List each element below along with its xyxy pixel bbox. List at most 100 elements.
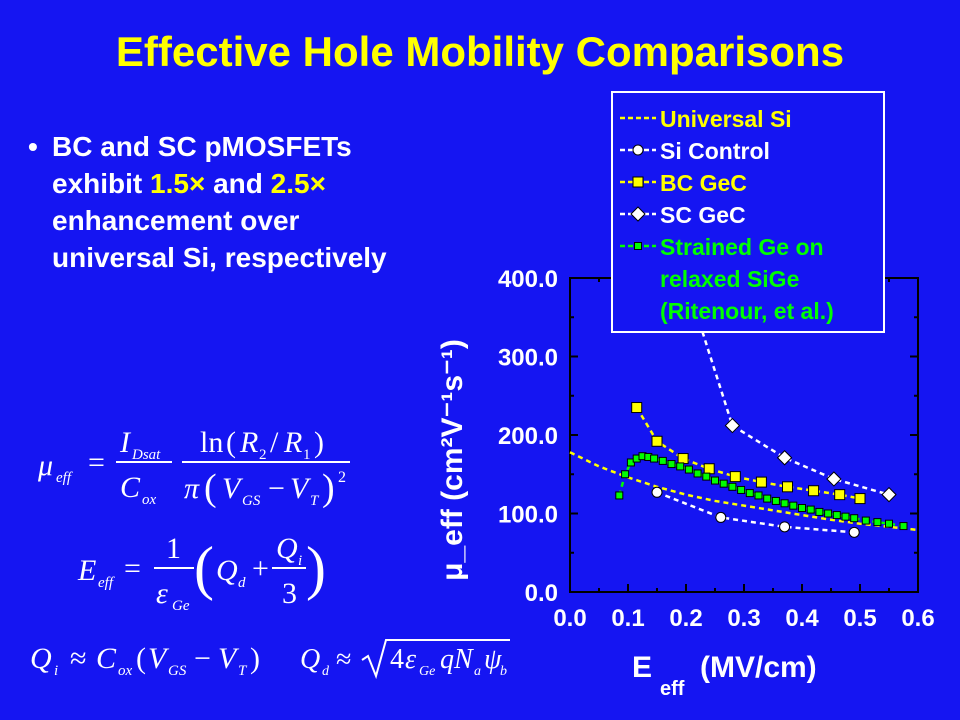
- legend-box: [611, 91, 885, 333]
- x-tick-label: 0.5: [843, 605, 876, 632]
- data-point: [729, 471, 741, 483]
- data-point: [684, 465, 693, 474]
- data-point: [861, 516, 870, 525]
- data-point: [771, 496, 780, 505]
- bullet-highlight-bc: 1.5×: [150, 168, 206, 199]
- legend-entry-0: Universal Si: [620, 106, 792, 132]
- data-point: [711, 476, 719, 485]
- x-tick-labels: 0.0 0.1 0.2 0.3 0.4 0.5 0.6: [553, 605, 934, 632]
- y-tick-label: 200.0: [498, 423, 558, 450]
- legend-entry-3: SC GeC: [620, 202, 746, 228]
- bullet-text-and: and: [213, 168, 263, 199]
- data-point: [824, 509, 833, 518]
- data-point: [719, 479, 728, 488]
- bullet-text-part2: enhancement over universal Si, respectiv…: [52, 205, 387, 273]
- bullet-text: BC and SC pMOSFETs exhibit 1.5× and 2.5×…: [52, 128, 398, 276]
- data-point: [658, 456, 667, 465]
- bullet-point: • BC and SC pMOSFETs exhibit 1.5× and 2.…: [28, 128, 398, 276]
- data-point: [815, 507, 824, 516]
- x-tick-label: 0.4: [785, 605, 819, 632]
- data-point: [677, 453, 689, 465]
- data-point: [854, 493, 866, 505]
- legend-label: SC GeC: [660, 202, 746, 228]
- data-point: [782, 481, 793, 493]
- x-tick-label: 0.6: [901, 605, 934, 632]
- y-tick-label: 0.0: [525, 580, 558, 607]
- series-4: [615, 452, 908, 531]
- data-point: [693, 469, 702, 478]
- y-tick-label: 300.0: [498, 345, 558, 372]
- bullet-text-part1: BC and SC pMOSFETs exhibit: [52, 131, 352, 199]
- data-point: [728, 482, 737, 491]
- x-tick-label: 0.1: [611, 605, 644, 632]
- data-point: [703, 463, 715, 475]
- data-point: [873, 518, 882, 527]
- series-line: [684, 279, 890, 496]
- data-point: [621, 470, 630, 479]
- legend-entry-4: Strained Ge on relaxed SiGe (Ritenour, et …: [620, 234, 834, 324]
- data-point: [737, 485, 746, 494]
- legend-entry-1: Si Control: [620, 138, 770, 164]
- data-point: [630, 206, 646, 222]
- y-tick-label: 100.0: [498, 502, 558, 529]
- data-point: [724, 417, 741, 434]
- y-tick-label: 400.0: [498, 266, 558, 293]
- series-2: [631, 402, 866, 505]
- data-point: [632, 144, 644, 156]
- slide-title: Effective Hole Mobility Comparisons: [115, 28, 845, 75]
- x-axis-label: E eff (MV/cm): [632, 651, 817, 700]
- data-point: [634, 242, 642, 250]
- legend-label: (Ritenour, et al.): [660, 298, 834, 324]
- x-tick-label: 0.3: [727, 605, 760, 632]
- data-point: [789, 501, 798, 510]
- data-point: [899, 522, 908, 531]
- y-axis-label: μ_eff (cm²V⁻¹s⁻¹): [436, 339, 469, 581]
- x-tick-label: 0.0: [553, 605, 586, 632]
- data-point: [676, 462, 685, 471]
- data-point: [631, 402, 643, 414]
- legend-entry-2: BC GeC: [620, 170, 747, 196]
- data-point: [615, 491, 624, 500]
- data-point: [885, 519, 893, 528]
- x-axis-label-unit: (MV/cm): [700, 651, 817, 684]
- x-tick-label: 0.2: [669, 605, 702, 632]
- data-point: [779, 521, 791, 533]
- series-1: [651, 486, 860, 538]
- data-point: [780, 499, 789, 508]
- data-point: [776, 450, 793, 466]
- series-line: [656, 491, 855, 534]
- data-point: [808, 485, 820, 497]
- data-point: [755, 476, 767, 488]
- legend-label: Universal Si: [660, 106, 792, 132]
- x-axis-label-sub: eff: [660, 678, 685, 700]
- legend-label: relaxed SiGe: [660, 266, 799, 292]
- data-point: [834, 489, 846, 501]
- data-point: [881, 486, 897, 503]
- data-point: [702, 472, 711, 481]
- series-layer: [569, 272, 919, 538]
- x-axis-label-main: E: [632, 651, 652, 684]
- series-line: [635, 406, 861, 500]
- y-tick-labels: 0.0 100.0 200.0 300.0 400.0: [498, 266, 558, 607]
- data-point: [848, 526, 860, 538]
- data-point: [826, 471, 842, 487]
- data-point: [754, 491, 763, 500]
- data-point: [632, 176, 644, 188]
- data-point: [850, 514, 859, 523]
- legend: Universal Si Si Control BC GeC SC GeC Strain…: [611, 91, 885, 333]
- data-point: [745, 489, 754, 498]
- data-point: [651, 486, 663, 498]
- data-point: [763, 494, 772, 503]
- data-point: [806, 505, 815, 514]
- data-point: [667, 460, 676, 469]
- bullet-highlight-sc: 2.5×: [270, 168, 326, 199]
- data-point: [798, 504, 806, 513]
- data-point: [651, 435, 663, 447]
- data-point: [650, 454, 659, 463]
- legend-label: BC GeC: [660, 170, 747, 196]
- legend-label: Si Control: [660, 138, 770, 164]
- data-point: [832, 511, 841, 520]
- data-point: [715, 511, 727, 523]
- data-point: [841, 512, 850, 521]
